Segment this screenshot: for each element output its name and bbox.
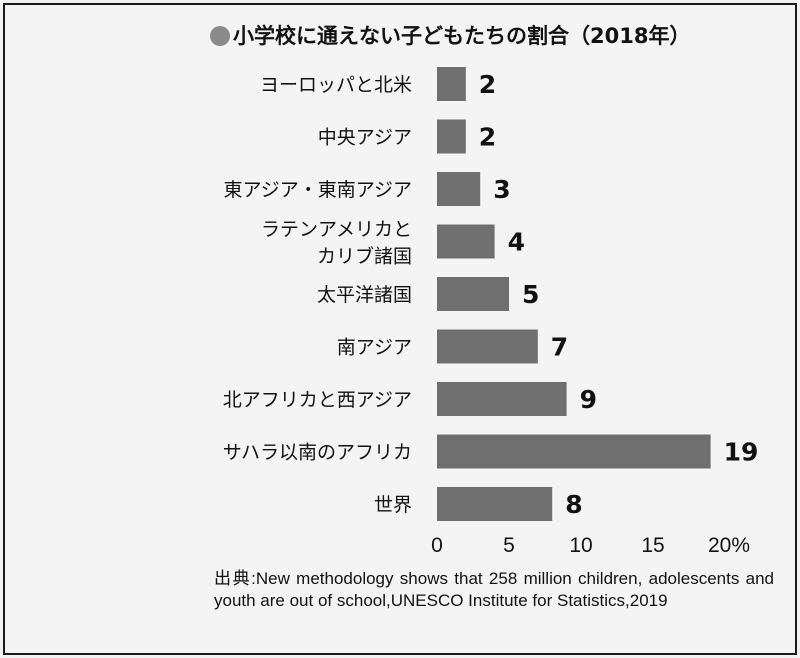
category-label: 世界 bbox=[374, 494, 412, 516]
data-label: 4 bbox=[508, 228, 525, 257]
tick-label: 0 bbox=[431, 534, 443, 557]
data-label: 5 bbox=[522, 280, 539, 309]
category-label: 東アジア・東南アジア bbox=[224, 179, 412, 201]
chart-frame bbox=[3, 3, 797, 655]
data-label: 2 bbox=[479, 70, 496, 99]
bar bbox=[437, 224, 495, 259]
category-label: サハラ以南のアフリカ bbox=[223, 442, 412, 464]
bar bbox=[437, 277, 509, 311]
tick-label: 5 bbox=[503, 534, 515, 557]
bar bbox=[437, 67, 466, 101]
category-label: 南アジア bbox=[337, 337, 412, 359]
data-label: 19 bbox=[724, 438, 759, 467]
category-label: ヨーロッパと北米 bbox=[260, 74, 412, 96]
data-label: 7 bbox=[551, 333, 568, 362]
bar bbox=[437, 382, 567, 416]
data-label: 8 bbox=[565, 490, 582, 519]
category-label: 太平洋諸国 bbox=[317, 284, 412, 306]
chart-title-text: 小学校に通えない子どもたちの割合（2018年） bbox=[233, 24, 691, 48]
bar bbox=[437, 434, 711, 469]
source-note: 出典:New methodology shows that 258 millio… bbox=[214, 569, 774, 610]
bar bbox=[437, 119, 466, 154]
bar bbox=[437, 172, 481, 206]
tick-label: 20% bbox=[708, 534, 750, 557]
bar bbox=[437, 329, 538, 364]
bullet-dot-icon bbox=[210, 26, 230, 46]
data-label: 9 bbox=[580, 385, 597, 414]
tick-label: 10 bbox=[569, 534, 592, 557]
tick-label: 15 bbox=[641, 534, 664, 557]
category-label: ラテンアメリカと bbox=[261, 219, 412, 241]
data-label: 3 bbox=[493, 175, 510, 204]
category-label: カリブ諸国 bbox=[317, 245, 412, 268]
bar bbox=[437, 487, 553, 521]
category-label: 中央アジア bbox=[318, 127, 412, 149]
chart-title: 小学校に通えない子どもたちの割合（2018年） bbox=[210, 20, 690, 50]
data-label: 2 bbox=[479, 123, 496, 152]
category-label: 北アフリカと西アジア bbox=[223, 389, 412, 411]
